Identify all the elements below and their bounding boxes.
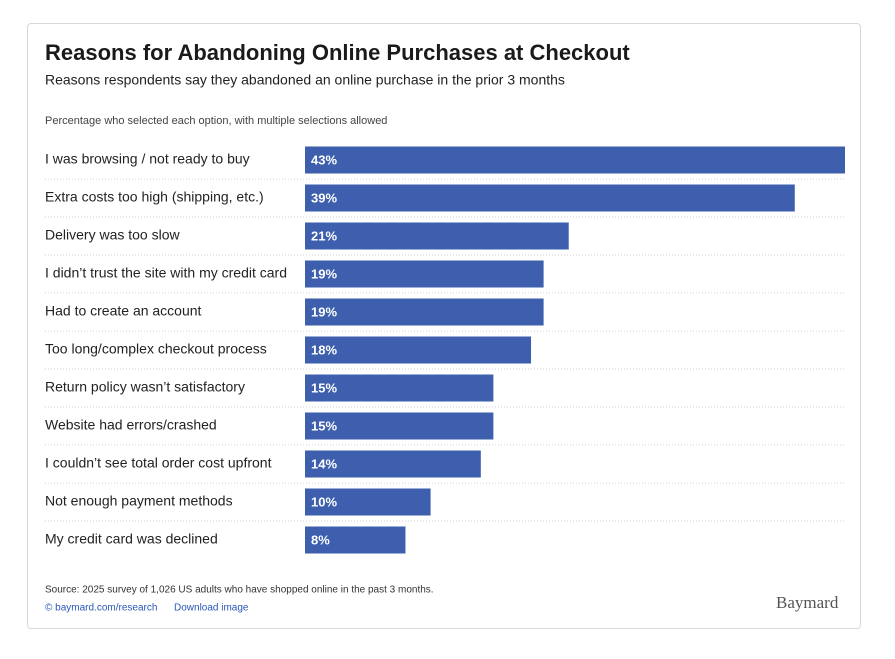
bar	[305, 298, 544, 326]
value-label: 10%	[311, 494, 337, 509]
value-label: 21%	[311, 228, 337, 243]
bar	[305, 260, 544, 288]
value-label: 8%	[311, 532, 330, 547]
download-link[interactable]: Download image	[174, 603, 249, 614]
credit-link[interactable]: © baymard.com/research	[45, 603, 157, 614]
bar	[305, 184, 795, 212]
bar	[305, 222, 569, 250]
bar	[305, 526, 406, 554]
card	[27, 23, 861, 629]
value-label: 19%	[311, 266, 337, 281]
category-label: My credit card was declined	[45, 531, 218, 547]
value-label: 18%	[311, 342, 337, 357]
chart-title: Reasons for Abandoning Online Purchases …	[45, 40, 630, 65]
category-label: I couldn’t see total order cost upfront	[45, 455, 272, 471]
value-label: 19%	[311, 304, 337, 319]
logo: Baymard	[776, 593, 839, 612]
source: Source: 2025 survey of 1,026 US adults w…	[45, 585, 434, 596]
category-label: Extra costs too high (shipping, etc.)	[45, 189, 264, 205]
bar	[305, 336, 532, 364]
category-label: Delivery was too slow	[45, 227, 180, 243]
value-label: 43%	[311, 152, 337, 167]
bar	[305, 450, 481, 478]
category-label: Not enough payment methods	[45, 493, 233, 509]
category-label: I was browsing / not ready to buy	[45, 151, 250, 167]
bar	[305, 412, 494, 440]
category-label: Had to create an account	[45, 303, 202, 319]
value-label: 15%	[311, 380, 337, 395]
category-label: Website had errors/crashed	[45, 417, 217, 433]
bar	[305, 374, 494, 402]
category-label: I didn’t trust the site with my credit c…	[45, 265, 287, 281]
value-label: 39%	[311, 190, 337, 205]
category-label: Too long/complex checkout process	[45, 341, 267, 357]
bar	[305, 146, 845, 174]
bar	[305, 488, 431, 516]
category-label: Return policy wasn’t satisfactory	[45, 379, 245, 395]
chart-note: Percentage who selected each option, wit…	[45, 115, 387, 127]
value-label: 15%	[311, 418, 337, 433]
chart-subtitle: Reasons respondents say they abandoned a…	[45, 72, 565, 88]
value-label: 14%	[311, 456, 337, 471]
